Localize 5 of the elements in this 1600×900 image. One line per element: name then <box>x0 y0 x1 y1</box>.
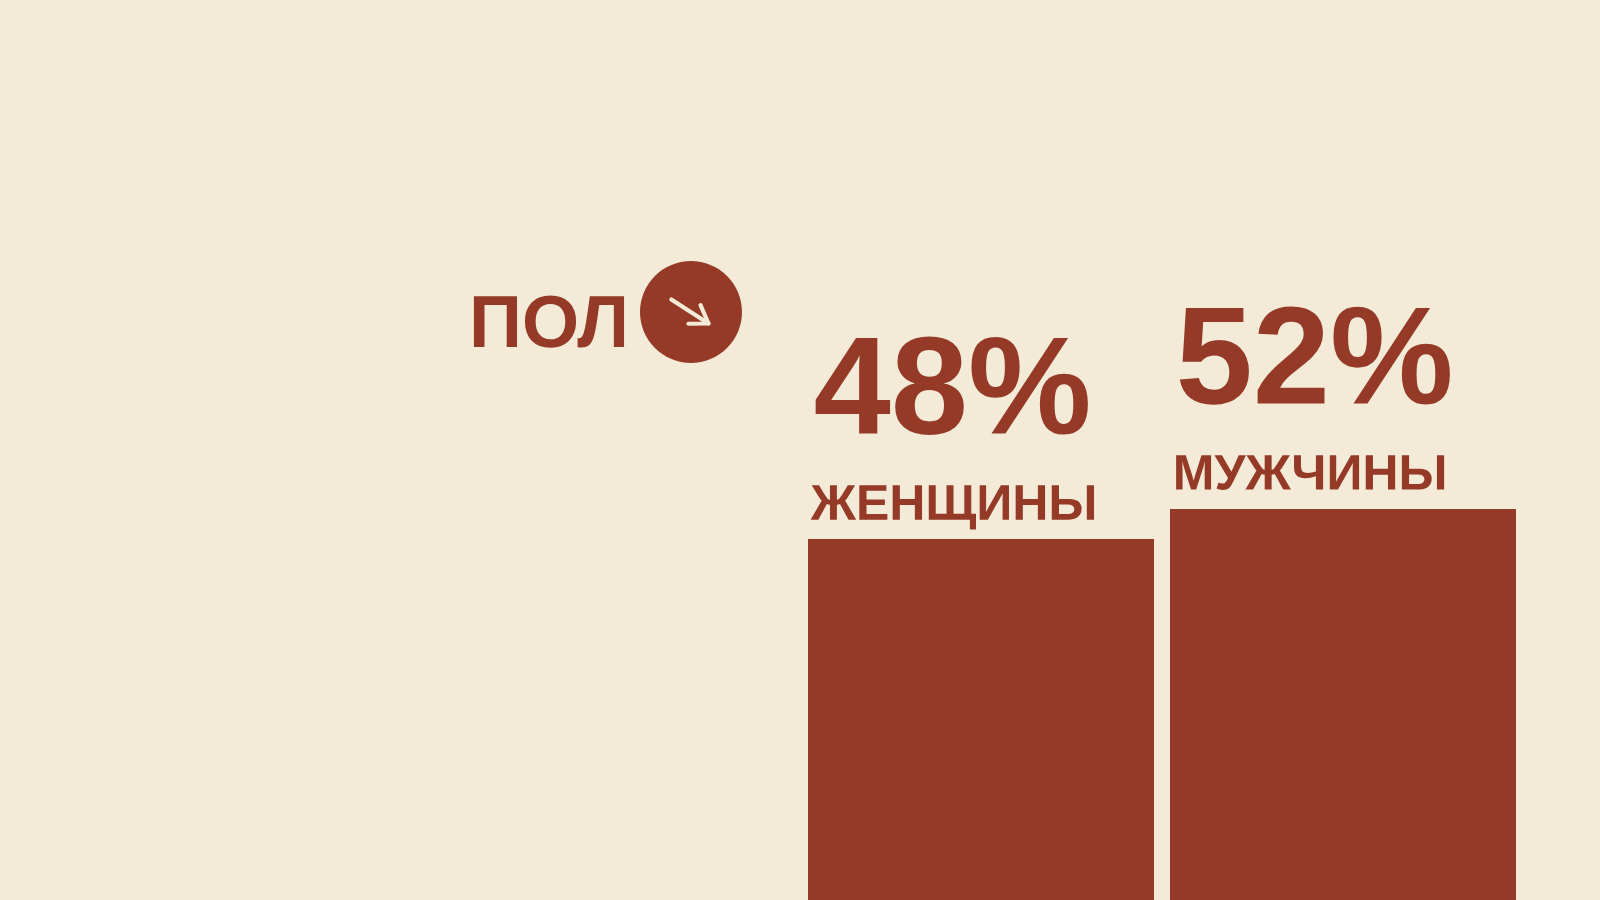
chart-title: ПОЛ <box>473 295 625 348</box>
data-label: 48% <box>815 336 1088 435</box>
x-tick-label: ЖЕНЩИНЫ <box>810 485 1095 530</box>
data-label: 52% <box>1179 306 1450 405</box>
x-tick-label: МУЖЧИНЫ <box>1176 455 1445 491</box>
